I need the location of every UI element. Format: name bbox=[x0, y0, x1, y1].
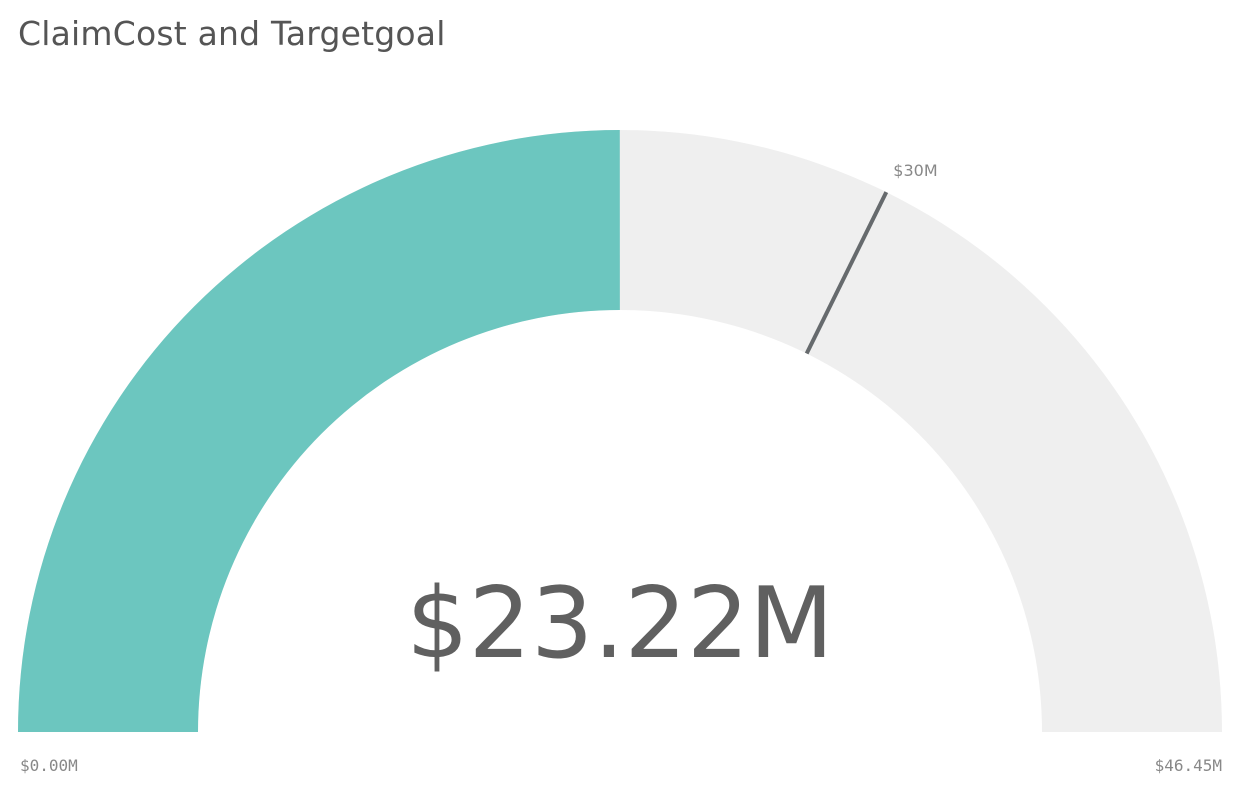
gauge-value-arc[interactable] bbox=[18, 130, 620, 733]
chart-title: ClaimCost and Targetgoal bbox=[18, 14, 446, 53]
gauge-target-marker[interactable] bbox=[804, 191, 889, 355]
gauge-value-label: $23.22M bbox=[406, 567, 833, 681]
gauge-min-label: $0.00M bbox=[20, 756, 78, 775]
gauge-max-label: $46.45M bbox=[1155, 756, 1222, 775]
target-label: $30M bbox=[893, 161, 937, 180]
